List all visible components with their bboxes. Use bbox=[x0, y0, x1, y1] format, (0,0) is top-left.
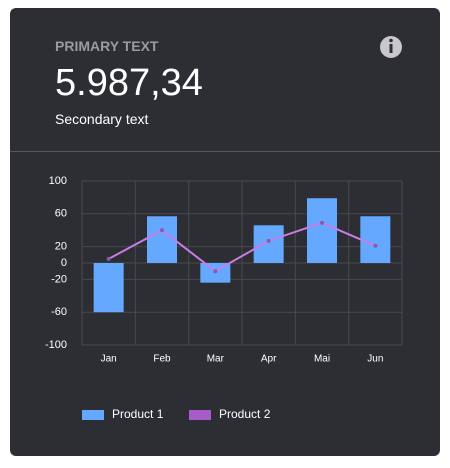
legend-label: Product 1 bbox=[112, 407, 164, 421]
bar bbox=[360, 216, 391, 263]
x-tick-label: Mai bbox=[314, 354, 330, 365]
divider bbox=[10, 151, 440, 152]
info-icon-wrap[interactable] bbox=[10, 8, 440, 68]
info-icon-bar bbox=[389, 44, 393, 53]
info-icon-dot bbox=[389, 38, 393, 43]
x-tick-label: Apr bbox=[261, 354, 277, 365]
legend-label: Product 2 bbox=[219, 407, 271, 421]
y-tick-label: 20 bbox=[55, 241, 67, 253]
legend-swatch bbox=[189, 410, 211, 420]
main-value: 5.987,34 bbox=[55, 62, 203, 104]
x-tick-label: Jun bbox=[367, 354, 383, 365]
bar bbox=[147, 216, 177, 263]
line bbox=[108, 221, 376, 273]
line-point bbox=[106, 256, 111, 261]
y-tick-label: 100 bbox=[49, 175, 67, 187]
x-tick-label: Jan bbox=[101, 354, 117, 365]
y-tick-label: -100 bbox=[45, 339, 67, 351]
line-point bbox=[373, 243, 378, 248]
bar bbox=[307, 198, 337, 263]
y-tick-label: 60 bbox=[55, 208, 67, 220]
y-tick-label: 0 bbox=[61, 257, 67, 269]
line-point bbox=[266, 238, 271, 243]
y-tick-label: -60 bbox=[51, 306, 67, 318]
legend-swatch bbox=[82, 410, 104, 420]
line-point bbox=[160, 228, 164, 233]
secondary-text: Secondary text bbox=[55, 111, 149, 127]
bar bbox=[93, 263, 124, 313]
overline: PRIMARY TEXT bbox=[55, 38, 159, 54]
x-tick-label: Feb bbox=[153, 354, 171, 365]
x-tick-label: Mar bbox=[207, 354, 225, 365]
y-tick-label: -20 bbox=[51, 273, 67, 285]
bar bbox=[253, 225, 284, 263]
line-point bbox=[213, 269, 218, 274]
line-point bbox=[320, 220, 324, 225]
